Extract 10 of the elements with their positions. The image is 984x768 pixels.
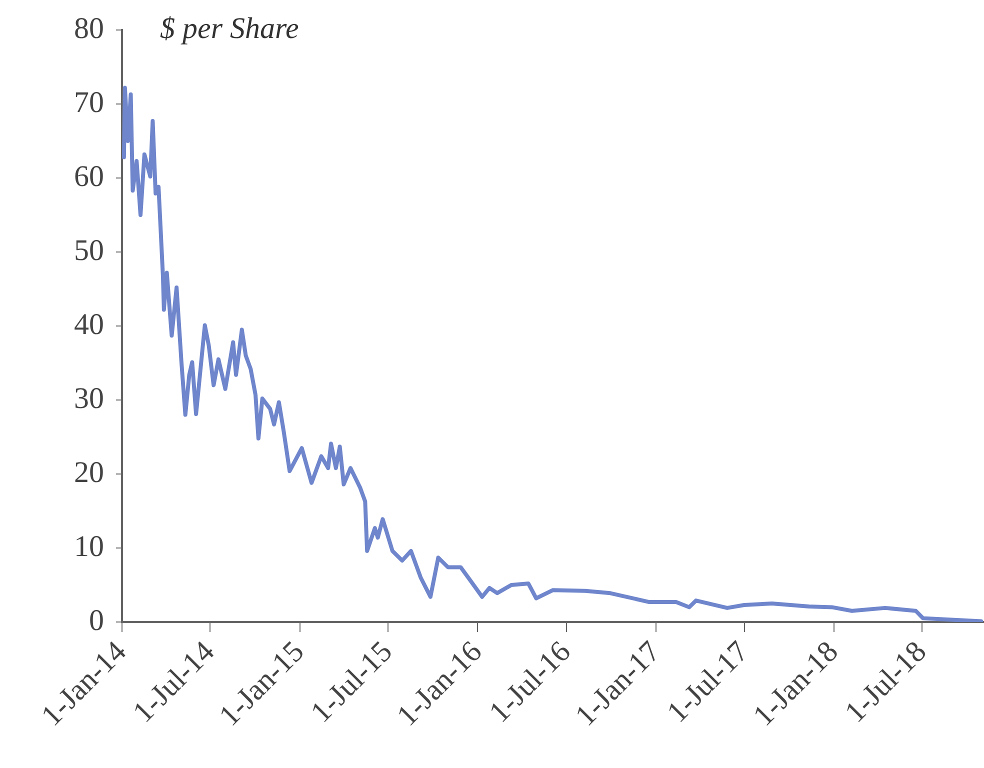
y-tick-label: 20	[74, 456, 104, 489]
y-tick-label: 70	[74, 86, 104, 119]
y-tick-label: 30	[74, 382, 104, 415]
y-tick-label: 40	[74, 308, 104, 341]
y-tick-label: 60	[74, 160, 104, 193]
y-tick-label: 0	[89, 604, 104, 637]
y-tick-label: 10	[74, 530, 104, 563]
y-tick-label: 80	[74, 12, 104, 45]
y-axis-title: $ per Share	[160, 12, 299, 45]
y-tick-label: 50	[74, 234, 104, 267]
